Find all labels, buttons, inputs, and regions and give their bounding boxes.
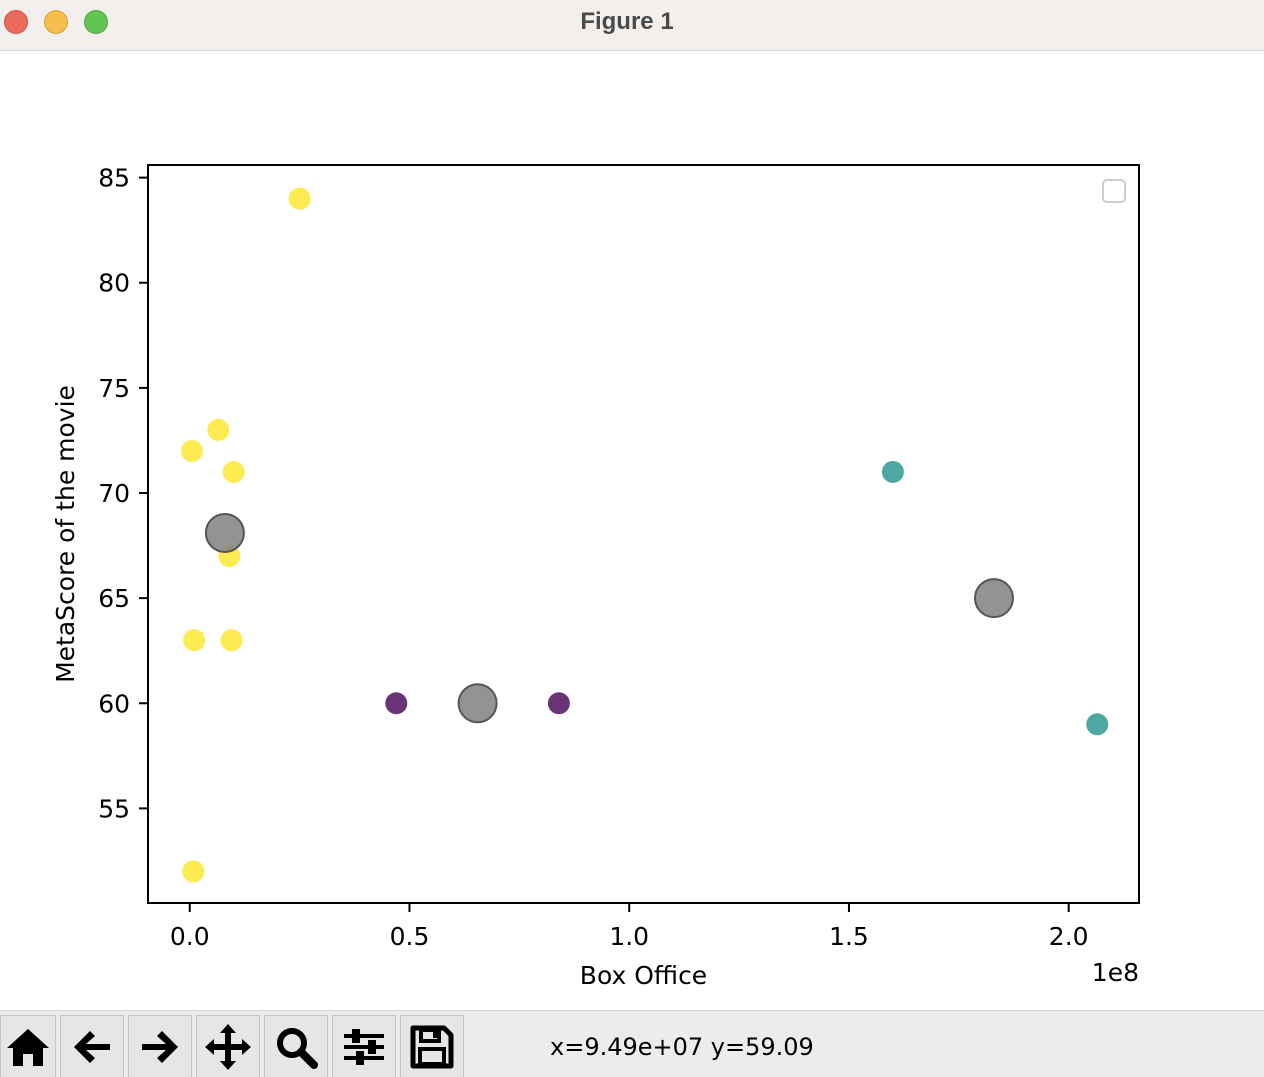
sliders-icon: [344, 1028, 384, 1065]
data-point-group-1: [207, 418, 230, 441]
arrow-left-icon: [74, 1030, 110, 1063]
forward-button[interactable]: [128, 1015, 192, 1077]
x-offset-label: 1e8: [1092, 958, 1139, 987]
home-icon: [7, 1028, 49, 1066]
zoom-window-button[interactable]: [84, 10, 108, 34]
close-window-button[interactable]: [4, 10, 28, 34]
window-titlebar: Figure 1: [0, 0, 1264, 51]
y-tick-label: 85: [98, 164, 130, 193]
minimize-window-button[interactable]: [44, 10, 68, 34]
window-title: Figure 1: [580, 8, 674, 35]
cursor-coordinates: x=9.49e+07 y=59.09: [550, 1033, 814, 1061]
y-tick-label: 70: [98, 479, 130, 508]
x-tick-label: 1.5: [829, 922, 869, 951]
y-tick-label: 60: [98, 689, 130, 718]
x-tick-label: 2.0: [1049, 922, 1089, 951]
data-point-group-2: [385, 692, 408, 715]
zoom-button[interactable]: [264, 1015, 328, 1077]
y-tick-label: 65: [98, 584, 130, 613]
home-button[interactable]: [0, 1015, 56, 1077]
navigation-toolbar: [0, 1010, 1264, 1077]
data-point-group-1: [220, 629, 243, 652]
x-tick-label: 1.0: [609, 922, 649, 951]
plot-area: [148, 165, 1139, 903]
axes-frame: [147, 164, 1140, 904]
x-tick-label: 0.0: [170, 922, 210, 951]
data-point-group-1: [183, 629, 206, 652]
x-axis-label: Box Office: [580, 961, 707, 990]
back-button[interactable]: [60, 1015, 124, 1077]
data-point-group-1: [288, 187, 311, 210]
y-tick-label: 55: [98, 794, 130, 823]
centroid-marker: [457, 683, 498, 724]
data-point-group-3: [881, 460, 904, 483]
move-icon: [205, 1023, 251, 1070]
centroid-marker: [973, 578, 1014, 619]
arrow-right-icon: [142, 1030, 178, 1063]
pan-button[interactable]: [196, 1015, 260, 1077]
x-tick-label: 0.5: [390, 922, 430, 951]
floppy-disk-icon: [410, 1025, 454, 1068]
data-point-group-1: [182, 860, 205, 883]
centroid-marker: [204, 512, 245, 553]
configure-subplots-button[interactable]: [332, 1015, 396, 1077]
y-tick-label: 75: [98, 374, 130, 403]
data-point-group-1: [222, 460, 245, 483]
legend-box: [1102, 179, 1126, 203]
save-button[interactable]: [400, 1015, 464, 1077]
data-point-group-1: [180, 439, 203, 462]
magnifier-icon: [277, 1027, 318, 1069]
data-point-group-3: [1086, 713, 1109, 736]
y-tick-label: 80: [98, 269, 130, 298]
scatter-figure[interactable]: 0.0 0.5 1.0 1.5 2.0 55 60 65 70 75 80 85 Box Office M…: [0, 51, 1264, 1009]
y-axis-label: MetaScore of the movie: [51, 385, 80, 683]
data-point-group-2: [547, 692, 570, 715]
